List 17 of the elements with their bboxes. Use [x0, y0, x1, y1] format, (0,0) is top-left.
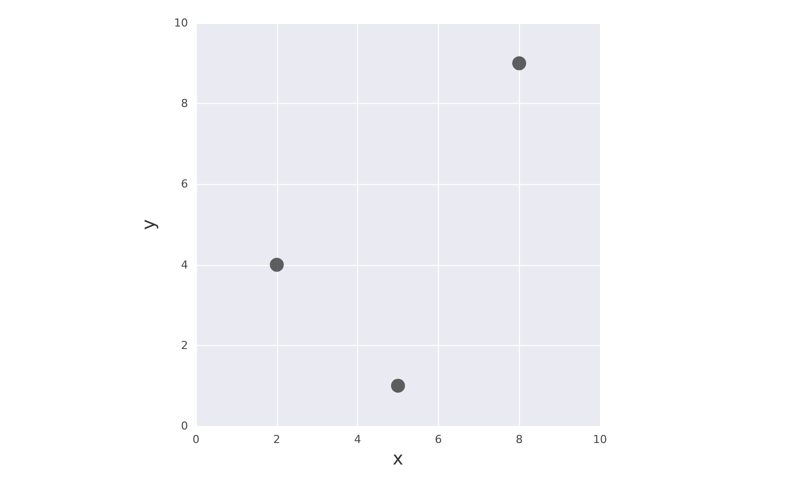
x-tick-label: 2 [273, 433, 280, 446]
point [391, 378, 405, 393]
y-tick-label: 4 [181, 258, 188, 272]
x-tick-label: 4 [354, 433, 362, 446]
x-tick-label: 10 [593, 433, 607, 446]
x-tick-label: 0 [192, 433, 200, 446]
x-axis-title: x [392, 448, 404, 470]
y-tick-label: 0 [181, 420, 188, 432]
y-tick-label: 8 [181, 97, 188, 110]
point [270, 258, 284, 272]
y-tick-label: 10 [174, 16, 188, 30]
y-tick-label: 6 [181, 178, 188, 191]
x-tick-label: 6 [434, 433, 442, 446]
point [512, 56, 526, 70]
x-tick-label: 8 [516, 433, 523, 446]
y-tick-label: 2 [181, 338, 188, 352]
y-axis-title: y [138, 218, 160, 230]
